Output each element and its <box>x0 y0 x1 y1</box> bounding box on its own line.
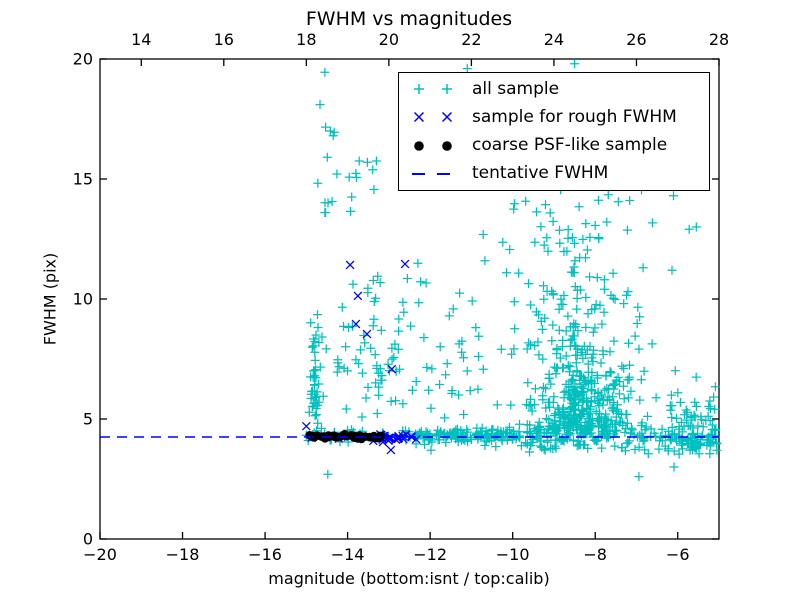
tick-marks <box>99 58 720 540</box>
x-top-tick-label: 26 <box>626 30 647 49</box>
x-top-tick-label: 16 <box>213 30 234 49</box>
dashed-line-icon <box>412 172 454 175</box>
legend-entry-tentative-fwhm: tentative FWHM <box>399 160 709 187</box>
x-axis-label: magnitude (bottom:isnt / top:calib) <box>268 569 550 588</box>
x-top-tick-label: 20 <box>378 30 400 49</box>
legend-entry-all-sample: all sample <box>399 76 709 103</box>
x-bottom-tick-label: −8 <box>583 545 607 564</box>
x-bottom-tick-label: −10 <box>495 545 530 564</box>
plus-marker-icon <box>414 84 452 95</box>
series-all-sample <box>301 59 722 482</box>
x-bottom-tick-label: −12 <box>413 545 448 564</box>
x-top-tick-label: 22 <box>461 30 482 49</box>
legend-label: sample for rough FWHM <box>472 106 677 127</box>
x-bottom-tick-label: −16 <box>248 545 282 564</box>
x-bottom-tick-label: −14 <box>330 545 365 564</box>
x-marker-icon <box>413 112 453 123</box>
dot-marker-icon <box>414 140 452 151</box>
y-axis-label: FWHM (pix) <box>40 252 60 346</box>
legend-label: all sample <box>472 78 560 99</box>
x-top-tick-label: 18 <box>296 30 317 49</box>
legend-box: all sample sample for rough FWHM coarse … <box>398 72 710 191</box>
y-tick-label: 0 <box>82 529 93 549</box>
legend-label: tentative FWHM <box>472 163 609 184</box>
x-top-tick-label: 24 <box>543 30 565 49</box>
x-top-tick-label: 14 <box>131 30 152 49</box>
series-coarse-psf-like-sample <box>305 430 385 444</box>
chart-title: FWHM vs magnitudes <box>305 8 513 30</box>
y-tick-label: 20 <box>72 49 93 69</box>
y-tick-label: 10 <box>72 289 93 309</box>
x-bottom-tick-label: −6 <box>665 545 690 564</box>
y-tick-label: 15 <box>72 169 93 189</box>
x-bottom-tick-label: −20 <box>83 545 117 564</box>
legend-entry-rough-fwhm: sample for rough FWHM <box>399 104 709 131</box>
x-top-tick-label: 28 <box>708 30 730 49</box>
y-tick-label: 5 <box>82 409 93 429</box>
legend-entry-coarse-psf: coarse PSF-like sample <box>399 132 709 159</box>
series-sample-for-rough-fwhm <box>301 259 421 455</box>
x-bottom-tick-label: −18 <box>165 545 200 564</box>
legend-label: coarse PSF-like sample <box>472 135 668 156</box>
